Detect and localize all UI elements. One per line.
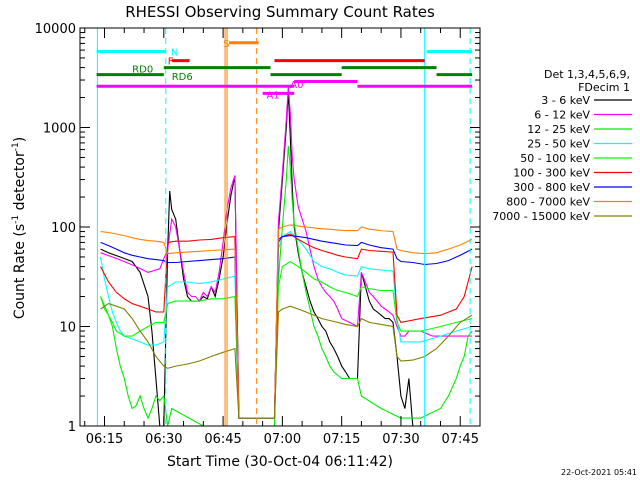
legend-label: 50 - 100 keV bbox=[520, 152, 590, 165]
flag-label-a1: A1 bbox=[267, 90, 280, 101]
y-axis-label-exp2: -1 bbox=[11, 142, 21, 151]
x-tick-label: 06:45 bbox=[204, 432, 241, 447]
x-axis-label: Start Time (30-Oct-04 06:11:42) bbox=[167, 454, 393, 470]
legend-label: 12 - 25 keV bbox=[527, 123, 590, 136]
y-tick-label: 1000 bbox=[43, 122, 76, 137]
legend-label: 25 - 50 keV bbox=[527, 138, 590, 151]
flag-label-a0: A0 bbox=[290, 80, 303, 91]
series-line-1 bbox=[100, 86, 473, 419]
series-line-5 bbox=[100, 233, 473, 419]
flag-label-f: F bbox=[168, 57, 174, 68]
flag-label-rd6: RD6 bbox=[172, 72, 193, 83]
y-tick-label: 100 bbox=[51, 221, 76, 236]
flag-label-s: S bbox=[223, 39, 229, 50]
flag-label-n: N bbox=[171, 48, 178, 59]
legend-label: 3 - 6 keV bbox=[541, 94, 590, 107]
legend-title: FDecim 1 bbox=[578, 81, 630, 94]
y-tick-label: 10000 bbox=[35, 22, 76, 37]
y-tick-label: 1 bbox=[68, 420, 76, 435]
legend-label: 800 - 7000 keV bbox=[506, 196, 590, 209]
y-axis-label-exp: -1 bbox=[11, 215, 21, 224]
y-tick-label: 10 bbox=[59, 321, 76, 336]
timestamp: 22-Oct-2021 05:41 bbox=[561, 468, 637, 477]
x-tick-label: 07:45 bbox=[442, 432, 479, 447]
axis-layer: 1 10 100 1000 10000 06:15 06:30 06:45 07:00 07:15… bbox=[35, 22, 480, 447]
legend-label: 300 - 800 keV bbox=[513, 181, 590, 194]
y-axis-label-mid: detector bbox=[12, 151, 28, 215]
x-tick-label: 06:30 bbox=[145, 432, 182, 447]
series-line-7 bbox=[100, 224, 473, 419]
x-tick-label: 07:30 bbox=[382, 432, 419, 447]
annotation-layer: N S F RD0 RD6 A0 A1 bbox=[96, 28, 473, 426]
series-line-2 bbox=[100, 146, 473, 427]
legend: Det 1,3,4,5,6,9,FDecim 13 - 6 keV 6 - 12 … bbox=[492, 68, 632, 223]
x-tick-label: 07:00 bbox=[264, 432, 301, 447]
y-axis-label: Count Rate (s-1 detector-1) bbox=[11, 137, 28, 319]
legend-label: 6 - 12 keV bbox=[534, 109, 590, 122]
series-layer bbox=[100, 86, 473, 427]
x-tick-label: 07:15 bbox=[323, 432, 360, 447]
legend-title: Det 1,3,4,5,6,9, bbox=[544, 68, 630, 81]
series-line-8 bbox=[100, 302, 473, 419]
chart-title: RHESSI Observing Summary Count Rates bbox=[125, 3, 435, 21]
y-axis-label-main: Count Rate (s bbox=[12, 224, 28, 319]
legend-label: 7000 - 15000 keV bbox=[492, 210, 590, 223]
legend-label: 100 - 300 keV bbox=[513, 167, 590, 180]
series-line-6 bbox=[100, 235, 473, 419]
y-axis-label-end: ) bbox=[12, 137, 28, 142]
flag-label-rd0: RD0 bbox=[132, 65, 153, 76]
x-tick-label: 06:15 bbox=[86, 432, 123, 447]
